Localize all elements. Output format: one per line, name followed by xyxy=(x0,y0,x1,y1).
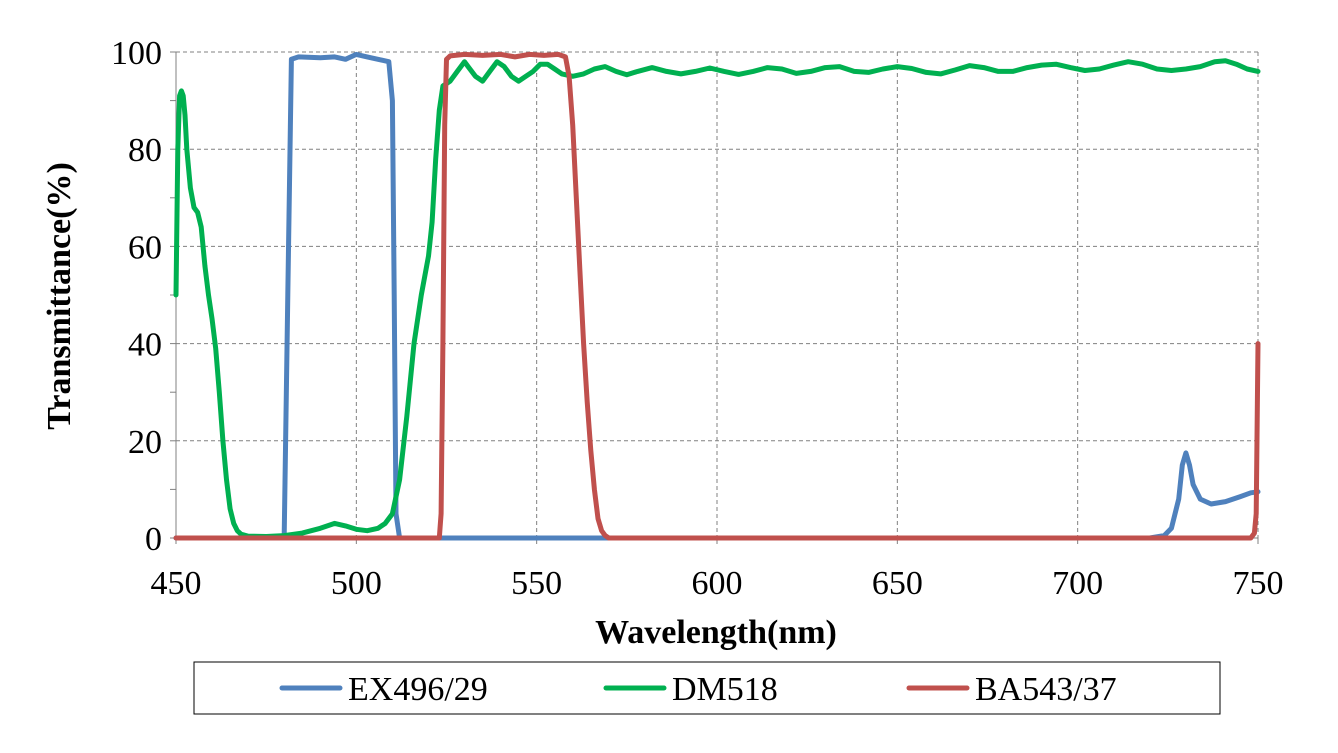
y-tick-label-0: 0 xyxy=(145,521,162,558)
y-tick-label-20: 20 xyxy=(128,424,162,461)
x-tick-label-700: 700 xyxy=(1052,565,1103,602)
legend-label-ex496-29: EX496/29 xyxy=(348,671,488,708)
legend: EX496/29 DM518 BA543/37 xyxy=(193,661,1221,715)
x-axis-title: Wavelength(nm) xyxy=(595,614,837,651)
y-tick-label-80: 80 xyxy=(128,132,162,169)
x-tick-label-450: 450 xyxy=(151,565,202,602)
series-line-ex496-29 xyxy=(173,51,1261,541)
grid xyxy=(176,51,1259,538)
y-tick-label-40: 40 xyxy=(128,327,162,364)
y-tick-label-60: 60 xyxy=(128,229,162,266)
x-tick-labels: 450 500 550 600 650 700 750 xyxy=(151,565,1284,602)
plot-frame xyxy=(170,51,1259,544)
legend-box xyxy=(193,661,1221,715)
x-tick-label-600: 600 xyxy=(692,565,743,602)
series-line-ba543-37 xyxy=(173,51,1261,541)
x-tick-label-750: 750 xyxy=(1233,565,1284,602)
x-tick-label-550: 550 xyxy=(511,565,562,602)
x-tick-label-500: 500 xyxy=(331,565,382,602)
y-tick-labels: 0 20 40 60 80 100 xyxy=(111,35,162,558)
x-tick-label-650: 650 xyxy=(872,565,923,602)
legend-label-dm518: DM518 xyxy=(672,671,778,708)
series-line-dm518 xyxy=(173,58,1261,539)
y-axis-title: Transmittance(%) xyxy=(41,162,78,430)
y-tick-label-100: 100 xyxy=(111,35,162,72)
series-group xyxy=(173,51,1261,541)
legend-label-ba543-37: BA543/37 xyxy=(975,671,1117,708)
